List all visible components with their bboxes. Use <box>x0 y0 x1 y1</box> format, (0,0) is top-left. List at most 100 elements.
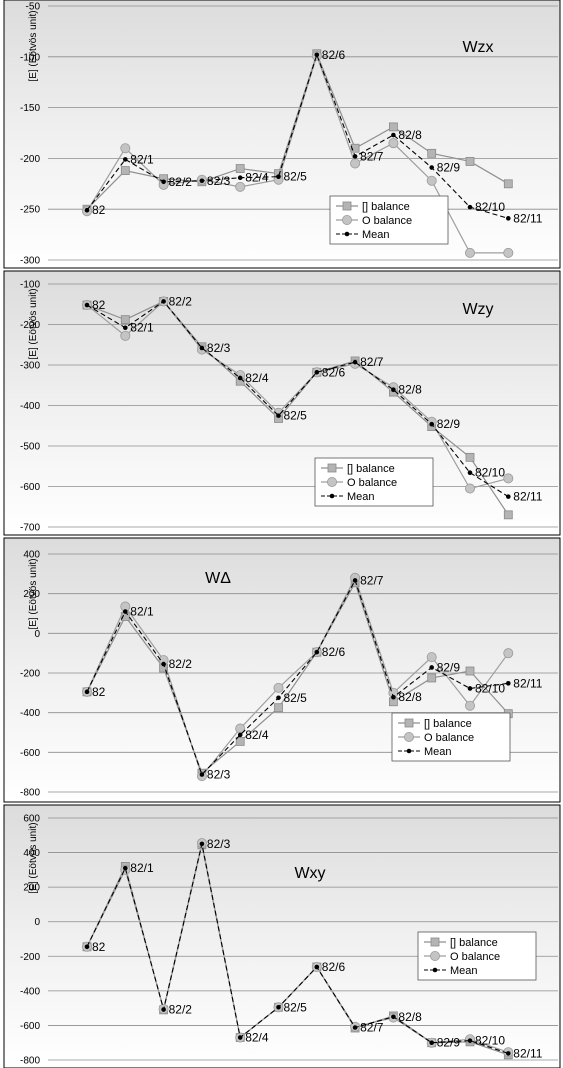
data-point <box>352 359 358 365</box>
legend-label: Mean <box>424 746 452 758</box>
data-point <box>120 166 130 175</box>
y-tick-label: -500 <box>20 442 40 453</box>
point-label: 82/11 <box>513 211 542 225</box>
point-label: 82/3 <box>207 174 231 188</box>
point-label: 82/9 <box>437 660 461 674</box>
point-label: 82/1 <box>130 152 154 166</box>
y-tick-label: 0 <box>34 629 40 640</box>
data-point <box>123 865 128 871</box>
legend-marker <box>430 937 440 947</box>
data-point <box>464 247 475 258</box>
data-point <box>464 700 475 711</box>
data-point <box>465 157 475 166</box>
y-tick-label: -200 <box>20 669 40 680</box>
data-point <box>465 452 475 462</box>
y-tick-label: 400 <box>23 550 40 561</box>
data-point <box>352 154 358 159</box>
data-point <box>503 247 514 258</box>
data-point <box>503 473 514 484</box>
y-tick-label: -600 <box>20 482 40 493</box>
data-point <box>391 387 396 393</box>
y-tick-label: -300 <box>20 361 40 372</box>
y-tick-label: -700 <box>20 523 40 534</box>
data-point <box>161 299 166 304</box>
point-label: 82 <box>92 203 106 217</box>
point-label: 82/4 <box>245 1031 269 1045</box>
data-point <box>161 179 166 185</box>
data-point <box>84 302 90 308</box>
y-tick-label: 400 <box>23 848 40 859</box>
point-label: 82/4 <box>245 728 269 742</box>
y-tick-label: 200 <box>23 883 40 894</box>
point-label: 82/8 <box>398 1010 422 1024</box>
panel-frame <box>3 537 561 803</box>
data-point <box>235 181 246 192</box>
y-tick-label: -150 <box>20 103 40 114</box>
point-label: 82/3 <box>207 768 231 782</box>
point-label: 82/10 <box>475 466 505 480</box>
data-point <box>237 1035 243 1040</box>
point-label: 82/7 <box>360 573 384 587</box>
y-tick-label: -600 <box>20 1021 40 1032</box>
y-tick-label: -200 <box>20 154 40 165</box>
data-point <box>467 470 473 476</box>
data-point <box>276 174 281 179</box>
legend-marker <box>406 748 412 754</box>
y-tick-label: -300 <box>20 256 40 267</box>
data-point <box>199 345 205 351</box>
y-tick-label: -50 <box>26 2 41 13</box>
series-line-2 <box>86 53 509 219</box>
data-point <box>506 494 511 499</box>
legend-label: [] balance <box>424 718 472 730</box>
y-tick-label: -600 <box>20 748 40 759</box>
data-point <box>388 138 399 149</box>
series-line-0 <box>86 51 509 210</box>
legend-marker <box>429 951 440 962</box>
data-point <box>429 421 435 427</box>
legend: [] balance O balance Mean <box>329 195 449 245</box>
point-label: 82/6 <box>322 48 346 62</box>
y-tick-label: 600 <box>23 814 40 825</box>
legend-marker <box>344 231 350 237</box>
y-tick-label: -400 <box>20 986 40 997</box>
point-label: 82 <box>92 298 106 312</box>
legend-marker <box>403 732 414 743</box>
data-point <box>467 1038 473 1043</box>
y-axis-label: [E] (Eötvös unit) <box>28 288 39 359</box>
series-line-1 <box>86 53 509 254</box>
series-line-2 <box>86 578 509 776</box>
data-point <box>352 1025 358 1030</box>
series-line-1 <box>86 576 509 778</box>
legend: [] balance O balance Mean <box>391 712 511 762</box>
data-point <box>123 609 128 614</box>
chart-panel-1: -300 -250 -200 -150 -100 -50[E] (Eötvös unit)… <box>3 0 561 269</box>
y-axis-label: [E] (Eötvös unit) <box>28 558 39 629</box>
legend-marker <box>404 718 414 728</box>
point-label: 82/10 <box>475 1034 505 1048</box>
point-label: 82/7 <box>360 1021 384 1035</box>
y-tick-label: -800 <box>20 1056 40 1067</box>
data-point <box>235 737 245 746</box>
point-label: 82/11 <box>513 1046 542 1060</box>
legend-label: O balance <box>362 215 412 227</box>
data-point <box>274 703 283 713</box>
point-label: 82/6 <box>322 365 346 379</box>
point-label: 82/2 <box>169 1003 193 1017</box>
data-point <box>503 648 514 659</box>
y-tick-label: -100 <box>20 280 40 291</box>
point-label: 82/5 <box>284 409 308 423</box>
data-point <box>427 148 437 158</box>
data-point <box>199 772 205 777</box>
data-point <box>426 652 437 663</box>
chart-panel-2: -700 -600 -500 -400 -300 -200 -100[E] (Eötvös … <box>3 270 561 536</box>
point-label: 82/8 <box>398 128 422 142</box>
point-label: 82/11 <box>513 490 542 504</box>
point-label: 82/2 <box>169 175 193 189</box>
data-point <box>273 682 284 693</box>
data-point <box>352 578 358 583</box>
data-point <box>120 315 130 325</box>
series-line-2 <box>86 300 509 498</box>
point-label: 82/1 <box>130 321 154 335</box>
y-tick-label: -200 <box>20 320 40 331</box>
